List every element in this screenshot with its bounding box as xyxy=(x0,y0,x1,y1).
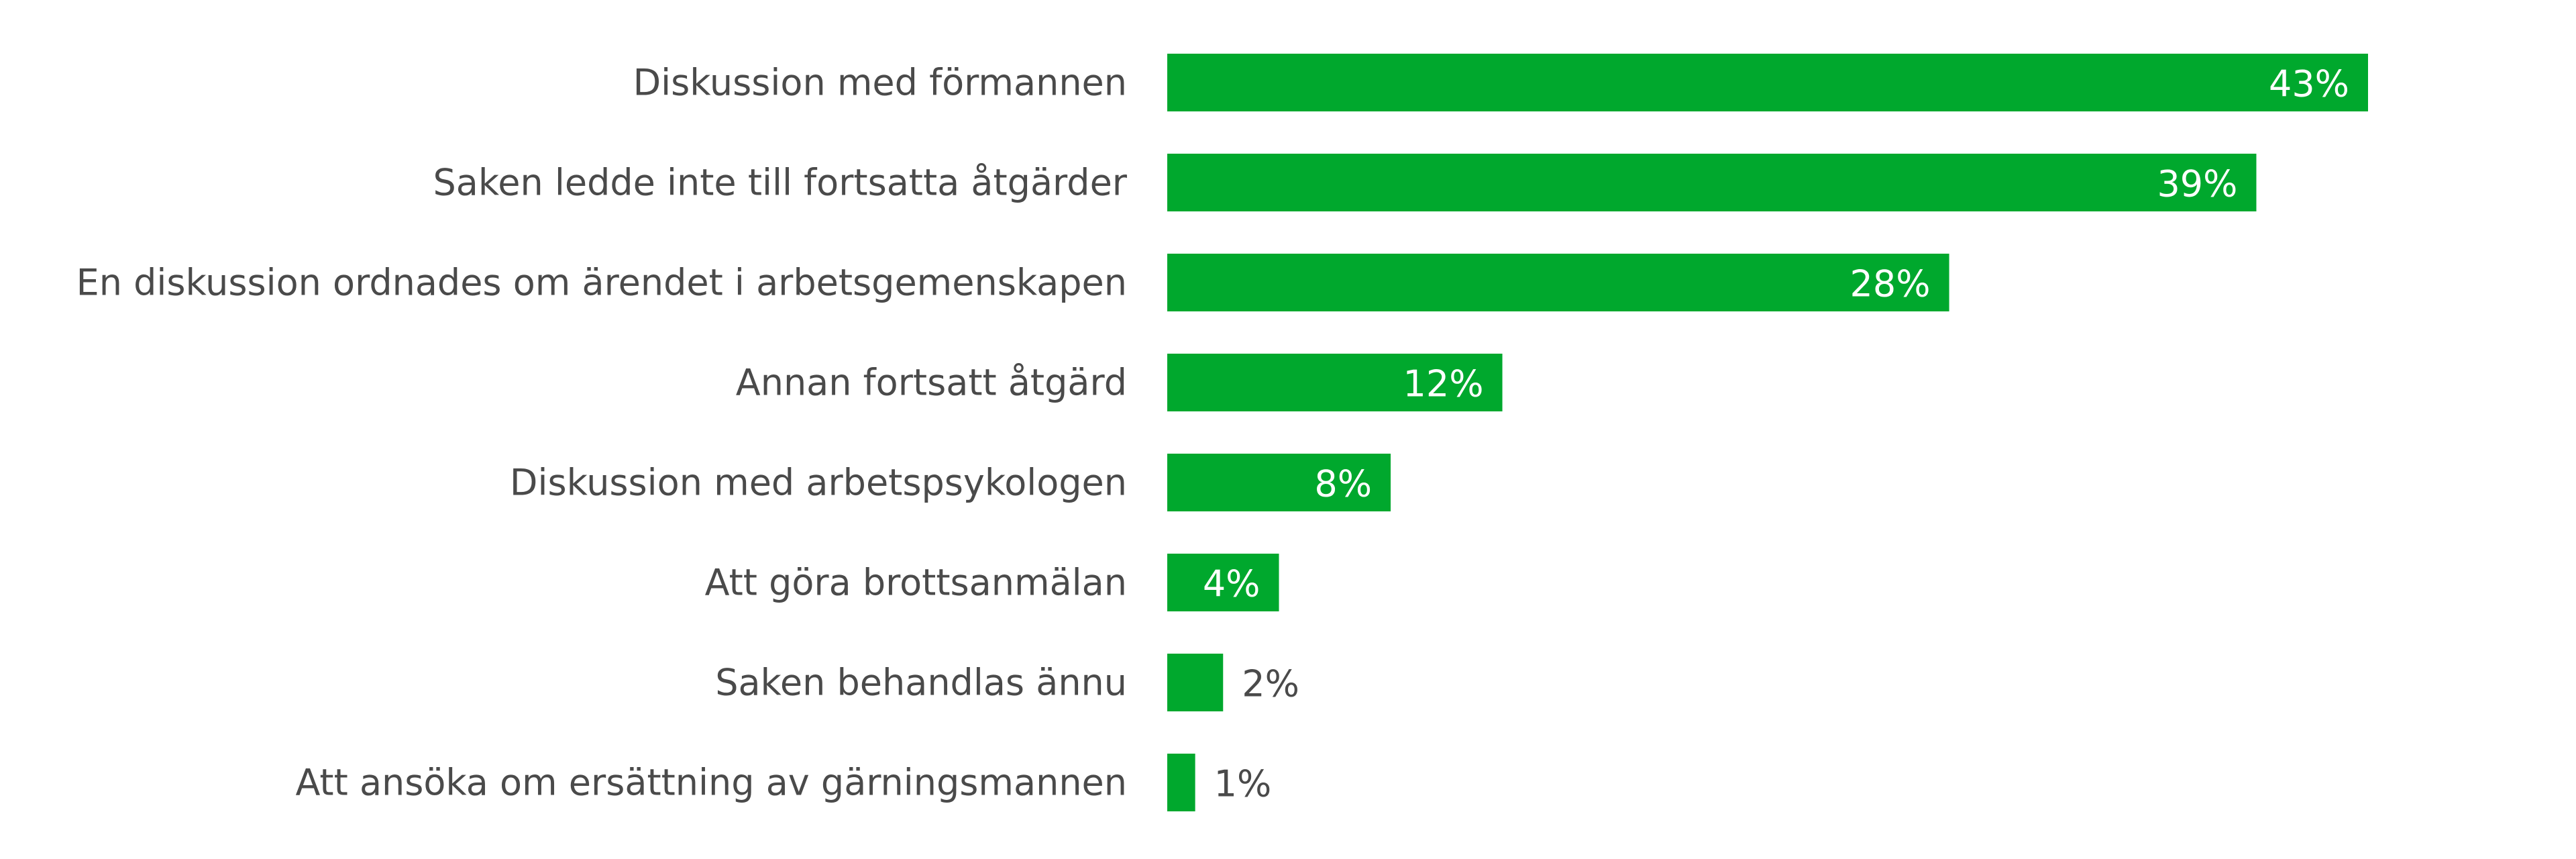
bar xyxy=(1167,554,1279,611)
category-label: Att göra brottsanmälan xyxy=(705,562,1127,604)
bars xyxy=(1167,54,2368,811)
category-labels: Diskussion med förmannen Saken ledde inte… xyxy=(76,62,1128,804)
value-label: 28% xyxy=(1850,263,1931,305)
value-label: 2% xyxy=(1242,663,1299,705)
category-label: Att ansöka om ersättning av gärningsmann… xyxy=(295,762,1127,804)
category-label: Diskussion med förmannen xyxy=(633,62,1127,104)
category-label: En diskussion ordnades om ärendet i arbe… xyxy=(76,262,1127,304)
bar xyxy=(1167,154,2257,211)
value-label: 4% xyxy=(1203,563,1260,605)
category-label: Saken ledde inte till fortsatta åtgärder xyxy=(433,162,1128,204)
category-label: Saken behandlas ännu xyxy=(715,662,1127,704)
bar xyxy=(1167,754,1195,811)
value-label: 1% xyxy=(1214,763,1272,805)
value-labels: 43% 39% 28% 12% 8% 4% 2% 1% xyxy=(1203,63,2349,805)
bar xyxy=(1167,454,1391,511)
value-label: 12% xyxy=(1403,363,1484,405)
value-label: 39% xyxy=(2157,163,2237,205)
value-label: 8% xyxy=(1314,463,1372,505)
bar xyxy=(1167,54,2368,111)
bar xyxy=(1167,354,1503,411)
bar xyxy=(1167,254,1949,311)
category-label: Diskussion med arbetspsykologen xyxy=(510,462,1127,504)
value-label: 43% xyxy=(2269,63,2349,105)
category-label: Annan fortsatt åtgärd xyxy=(736,362,1127,404)
bar xyxy=(1167,654,1224,711)
